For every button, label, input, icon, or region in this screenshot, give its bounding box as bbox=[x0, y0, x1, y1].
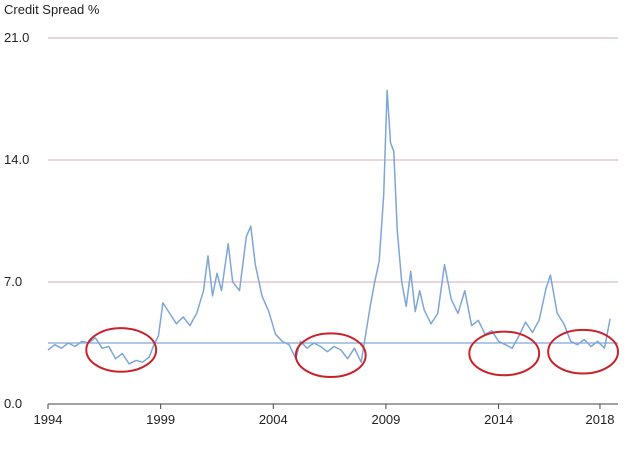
tick-labels: 0.0 7.0 14.0 21.0 1994 1999 2004 2009 2014 2018 bbox=[4, 30, 614, 427]
series-layer bbox=[47, 89, 611, 365]
y-tick-label: 0.0 bbox=[4, 396, 22, 411]
y-tick-label: 14.0 bbox=[4, 152, 29, 167]
chart-title: Credit Spread % bbox=[4, 2, 100, 17]
highlight-circle bbox=[547, 328, 619, 375]
y-tick-label: 21.0 bbox=[4, 30, 29, 45]
axes bbox=[47, 403, 618, 409]
highlight-circle bbox=[468, 330, 541, 377]
highlight-layer bbox=[85, 327, 619, 378]
y-tick-label: 7.0 bbox=[4, 274, 22, 289]
x-tick-label: 2004 bbox=[259, 412, 288, 427]
x-tick-label: 2018 bbox=[586, 412, 615, 427]
highlight-circle bbox=[294, 332, 367, 378]
series-line bbox=[47, 89, 611, 365]
x-tick-label: 2009 bbox=[371, 412, 400, 427]
highlight-circle bbox=[85, 327, 158, 373]
x-tick-label: 1999 bbox=[146, 412, 175, 427]
x-tick-label: 2014 bbox=[484, 412, 513, 427]
x-tick-label: 1994 bbox=[34, 412, 63, 427]
grid-lines bbox=[48, 37, 618, 283]
